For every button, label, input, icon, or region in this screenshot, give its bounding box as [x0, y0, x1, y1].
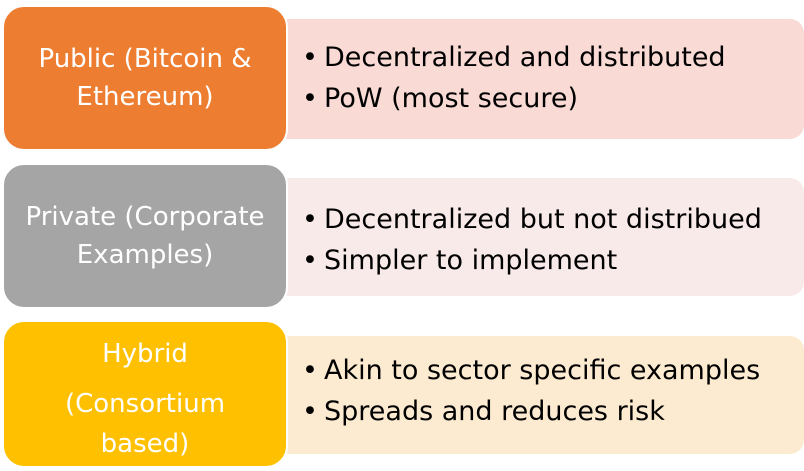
- category-label-line: (Consortium: [64, 389, 226, 419]
- bullet-item: • Akin to sector specific examples: [302, 350, 804, 391]
- row-private: • Decentralized but not distribued • Simpl…: [0, 163, 804, 309]
- public-details-panel: • Decentralized and distributed • PoW (mos…: [270, 19, 804, 139]
- hybrid-category-box: Hybrid (Consortium based): [2, 320, 288, 468]
- category-label-line: Examples): [76, 240, 214, 270]
- bullet-item: • Decentralized but not distribued: [302, 199, 804, 240]
- row-hybrid: • Akin to sector specific examples • Sprea…: [0, 320, 804, 468]
- private-bullet-list: • Decentralized but not distribued • Simpl…: [302, 199, 804, 281]
- bullet-item: • Spreads and reduces risk: [302, 391, 804, 432]
- bullet-glyph: •: [302, 42, 318, 73]
- public-bullet-list: • Decentralized and distributed • PoW (mos…: [302, 37, 804, 119]
- bullet-text: Decentralized but not distribued: [324, 204, 762, 235]
- bullet-text: Decentralized and distributed: [324, 42, 726, 73]
- hybrid-details-panel: • Akin to sector specific examples • Sprea…: [270, 336, 804, 454]
- bullet-glyph: •: [302, 245, 318, 276]
- row-public: • Decentralized and distributed • PoW (mos…: [0, 5, 804, 151]
- bullet-glyph: •: [302, 204, 318, 235]
- bullet-glyph: •: [302, 83, 318, 114]
- private-category-box: Private (Corporate Examples): [2, 163, 288, 309]
- public-category-box: Public (Bitcoin & Ethereum): [2, 5, 288, 151]
- category-label-line: Ethereum): [76, 82, 214, 112]
- bullet-item: • Decentralized and distributed: [302, 37, 804, 78]
- bullet-text: PoW (most secure): [324, 83, 578, 114]
- category-label-line: Private (Corporate: [25, 202, 265, 232]
- category-label-line: Hybrid: [102, 339, 188, 369]
- bullet-glyph: •: [302, 355, 318, 386]
- bullet-text: Simpler to implement: [324, 245, 618, 276]
- private-details-panel: • Decentralized but not distribued • Simpl…: [270, 178, 804, 296]
- bullet-item: • PoW (most secure): [302, 78, 804, 119]
- category-label-line: Public (Bitcoin &: [38, 44, 252, 74]
- hybrid-bullet-list: • Akin to sector specific examples • Sprea…: [302, 350, 804, 432]
- bullet-text: Spreads and reduces risk: [324, 396, 665, 427]
- bullet-item: • Simpler to implement: [302, 240, 804, 281]
- bullet-text: Akin to sector specific examples: [324, 355, 761, 386]
- bullet-glyph: •: [302, 396, 318, 427]
- category-label-line: based): [100, 429, 190, 459]
